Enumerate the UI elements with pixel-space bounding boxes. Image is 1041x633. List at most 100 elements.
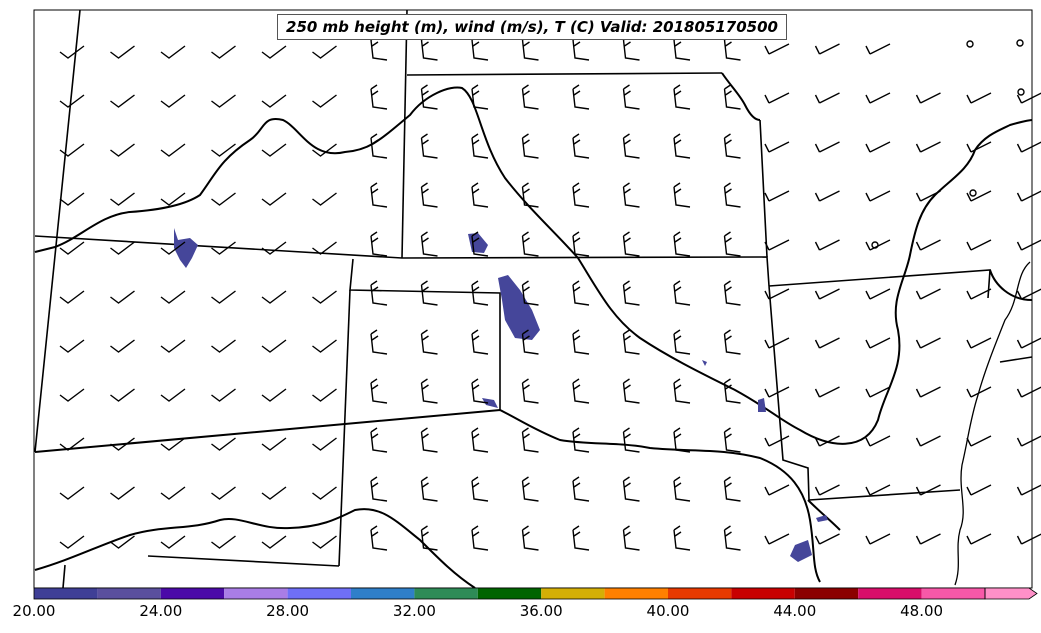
wind-barb [723, 182, 741, 208]
wind-barb [110, 437, 135, 451]
wind-barb [865, 190, 891, 202]
map-plot-area [33, 9, 1041, 589]
wind-barb [814, 484, 840, 496]
wind-barb [764, 239, 790, 251]
wind-barb [110, 486, 135, 500]
colorbar-frame [33, 587, 986, 600]
wind-barb [110, 192, 135, 206]
wind-barb [966, 533, 992, 545]
wind-barb [915, 386, 941, 398]
wind-barb [723, 84, 741, 110]
wind-barb [865, 386, 891, 398]
colorbar-tick-label: 28.00 [266, 602, 310, 620]
wind-barb [261, 437, 287, 451]
wind-barb [211, 437, 236, 451]
wind-barb [521, 476, 539, 502]
wind-barb [966, 337, 992, 349]
wind-barb [160, 241, 186, 255]
wind-barb [814, 533, 840, 545]
wind-barb [764, 337, 790, 349]
wind-barb [312, 437, 337, 451]
wind-barb [865, 288, 891, 300]
state-borders [34, 9, 1033, 589]
wind-barb [764, 288, 790, 300]
wind-barb [572, 427, 590, 453]
wind-barb [673, 231, 691, 257]
wind-barb [160, 94, 186, 108]
wind-barb [59, 241, 85, 255]
wind-barb [966, 141, 992, 153]
wind-barb [420, 280, 438, 306]
colorbar-swatch [287, 588, 351, 599]
wind-barb [420, 476, 438, 502]
wind-barb [572, 182, 590, 208]
wind-barb [261, 241, 287, 255]
wind-barb [211, 45, 236, 59]
wind-barb [370, 329, 388, 355]
wind-barb [723, 476, 741, 502]
wind-barb [420, 525, 438, 551]
wind-barb [420, 133, 438, 159]
wind-barb [211, 290, 236, 304]
wind-barb [420, 84, 438, 110]
wind-barb [59, 94, 85, 108]
wind-barb [764, 43, 790, 55]
wind-barb [521, 133, 539, 159]
wind-barb [261, 388, 287, 402]
wind-barb [312, 339, 337, 353]
wind-barb [370, 427, 388, 453]
wind-barb [673, 525, 691, 551]
wind-barb [966, 190, 992, 202]
colorbar-tick-label: 20.00 [12, 602, 56, 620]
wind-barb [673, 427, 691, 453]
wind-barb [160, 339, 186, 353]
colorbar-tick-label: 44.00 [773, 602, 817, 620]
wind-barb [915, 435, 941, 447]
wind-barb [160, 290, 186, 304]
wind-barb [312, 486, 337, 500]
wind-barb [966, 92, 992, 104]
station-markers [871, 39, 1025, 249]
wind-barb [211, 143, 236, 157]
wind-barb [673, 476, 691, 502]
wind-barb [312, 241, 337, 255]
wind-barb [673, 182, 691, 208]
wind-barb [622, 378, 640, 404]
colorbar-tick-label: 40.00 [646, 602, 690, 620]
wind-barb [622, 182, 640, 208]
wind-barb [110, 388, 135, 402]
wind-barb [471, 427, 489, 453]
wind-barb [865, 337, 891, 349]
wind-barb [312, 290, 337, 304]
wind-barb [814, 141, 840, 153]
wind-barb [471, 133, 489, 159]
colorbar-extension [984, 587, 1038, 600]
wind-barb [673, 84, 691, 110]
wind-barb [370, 231, 388, 257]
wind-barb [521, 329, 539, 355]
wind-barb [160, 143, 186, 157]
wind-barb [420, 231, 438, 257]
wind-barb [814, 239, 840, 251]
wind-barb [764, 484, 790, 496]
wind-barb [521, 182, 539, 208]
wind-barb [110, 241, 135, 255]
wind-barb [865, 435, 891, 447]
colorbar-tick-label: 24.00 [139, 602, 183, 620]
colorbar-swatch [794, 588, 859, 599]
wind-barb [471, 231, 489, 257]
river-line [954, 261, 1031, 586]
wind-barb [622, 329, 640, 355]
wind-barb [723, 427, 741, 453]
wind-barb [370, 133, 388, 159]
colorbar [33, 587, 1038, 600]
wind-barb [814, 386, 840, 398]
wind-barb [420, 427, 438, 453]
wind-barb [673, 378, 691, 404]
wind-barb [110, 535, 135, 549]
wind-barb [572, 231, 590, 257]
wind-barb [622, 231, 640, 257]
wind-barb [261, 94, 287, 108]
wind-barb [622, 525, 640, 551]
wind-barb [59, 535, 85, 549]
